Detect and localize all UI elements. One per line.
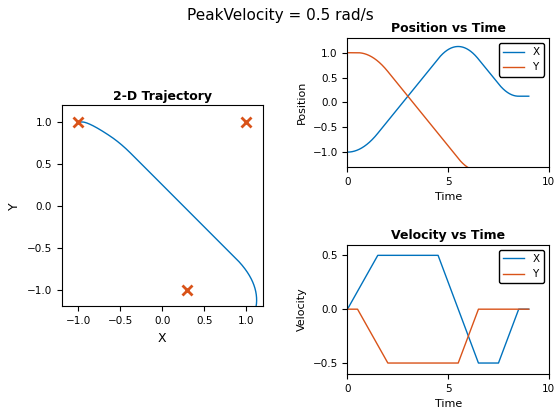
X bbox=[455, 44, 461, 49]
Y bbox=[525, 307, 532, 312]
Title: 2-D Trajectory: 2-D Trajectory bbox=[113, 89, 212, 102]
Y bbox=[482, 307, 488, 312]
X bbox=[525, 94, 531, 99]
Y-axis label: Position: Position bbox=[297, 81, 307, 124]
X bbox=[525, 307, 532, 312]
Y bbox=[456, 358, 463, 363]
Y bbox=[483, 307, 490, 312]
Line: Y: Y bbox=[347, 309, 529, 363]
X bbox=[483, 67, 490, 72]
X bbox=[525, 94, 532, 99]
X-axis label: Time: Time bbox=[435, 399, 462, 409]
X bbox=[344, 150, 351, 155]
X bbox=[456, 44, 463, 49]
Y bbox=[491, 307, 497, 312]
X bbox=[475, 360, 482, 365]
X-axis label: Time: Time bbox=[435, 192, 462, 202]
Legend: X, Y: X, Y bbox=[499, 43, 544, 76]
X bbox=[525, 307, 532, 312]
Line: Y: Y bbox=[347, 53, 529, 171]
X bbox=[374, 253, 381, 258]
Legend: X, Y: X, Y bbox=[499, 250, 544, 284]
Y bbox=[491, 168, 497, 173]
X bbox=[344, 307, 351, 312]
X-axis label: X: X bbox=[158, 332, 166, 345]
Y bbox=[482, 168, 488, 173]
Line: X: X bbox=[347, 47, 529, 152]
Y bbox=[525, 168, 531, 173]
Y bbox=[525, 307, 531, 312]
X bbox=[482, 65, 488, 70]
X bbox=[479, 360, 486, 365]
X bbox=[491, 76, 497, 81]
Y bbox=[384, 360, 391, 365]
Line: X: X bbox=[347, 255, 529, 363]
Y bbox=[479, 307, 486, 312]
Y bbox=[525, 168, 532, 173]
Title: Velocity vs Time: Velocity vs Time bbox=[391, 229, 505, 242]
X bbox=[483, 360, 490, 365]
Y bbox=[344, 50, 351, 55]
Y bbox=[479, 168, 486, 173]
Text: PeakVelocity = 0.5 rad/s: PeakVelocity = 0.5 rad/s bbox=[186, 8, 374, 24]
Y-axis label: Velocity: Velocity bbox=[297, 287, 307, 331]
X bbox=[482, 360, 488, 365]
Title: Position vs Time: Position vs Time bbox=[391, 22, 506, 35]
X bbox=[456, 310, 463, 315]
X bbox=[491, 360, 497, 365]
Y bbox=[475, 168, 482, 173]
Y bbox=[456, 157, 463, 162]
Y bbox=[344, 307, 351, 312]
Y bbox=[483, 168, 490, 173]
Y-axis label: Y: Y bbox=[8, 202, 21, 210]
X bbox=[479, 62, 486, 67]
